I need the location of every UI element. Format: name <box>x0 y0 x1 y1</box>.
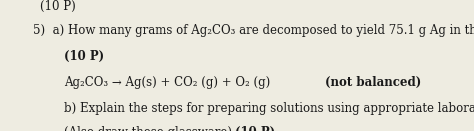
Text: (10 P): (10 P) <box>40 0 76 13</box>
Text: Ag₂CO₃ → Ag(s) + CO₂ (g) + O₂ (g): Ag₂CO₃ → Ag(s) + CO₂ (g) + O₂ (g) <box>64 76 278 89</box>
Text: (10 P): (10 P) <box>235 126 275 131</box>
Text: 5)  a) How many grams of Ag₂CO₃ are decomposed to yield 75.1 g Ag in this reacti: 5) a) How many grams of Ag₂CO₃ are decom… <box>33 24 474 37</box>
Text: (not balanced): (not balanced) <box>325 76 421 89</box>
Text: (Also draw these glassware): (Also draw these glassware) <box>64 126 236 131</box>
Text: (10 P): (10 P) <box>64 50 104 63</box>
Text: b) Explain the steps for preparing solutions using appropriate laboratory glassw: b) Explain the steps for preparing solut… <box>64 102 474 115</box>
